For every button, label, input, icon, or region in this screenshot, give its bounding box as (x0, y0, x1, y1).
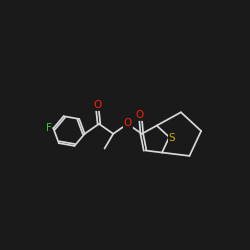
Text: S: S (169, 133, 175, 143)
Text: O: O (93, 100, 101, 110)
Text: F: F (46, 123, 52, 133)
Text: O: O (124, 118, 132, 128)
Text: O: O (135, 110, 143, 120)
